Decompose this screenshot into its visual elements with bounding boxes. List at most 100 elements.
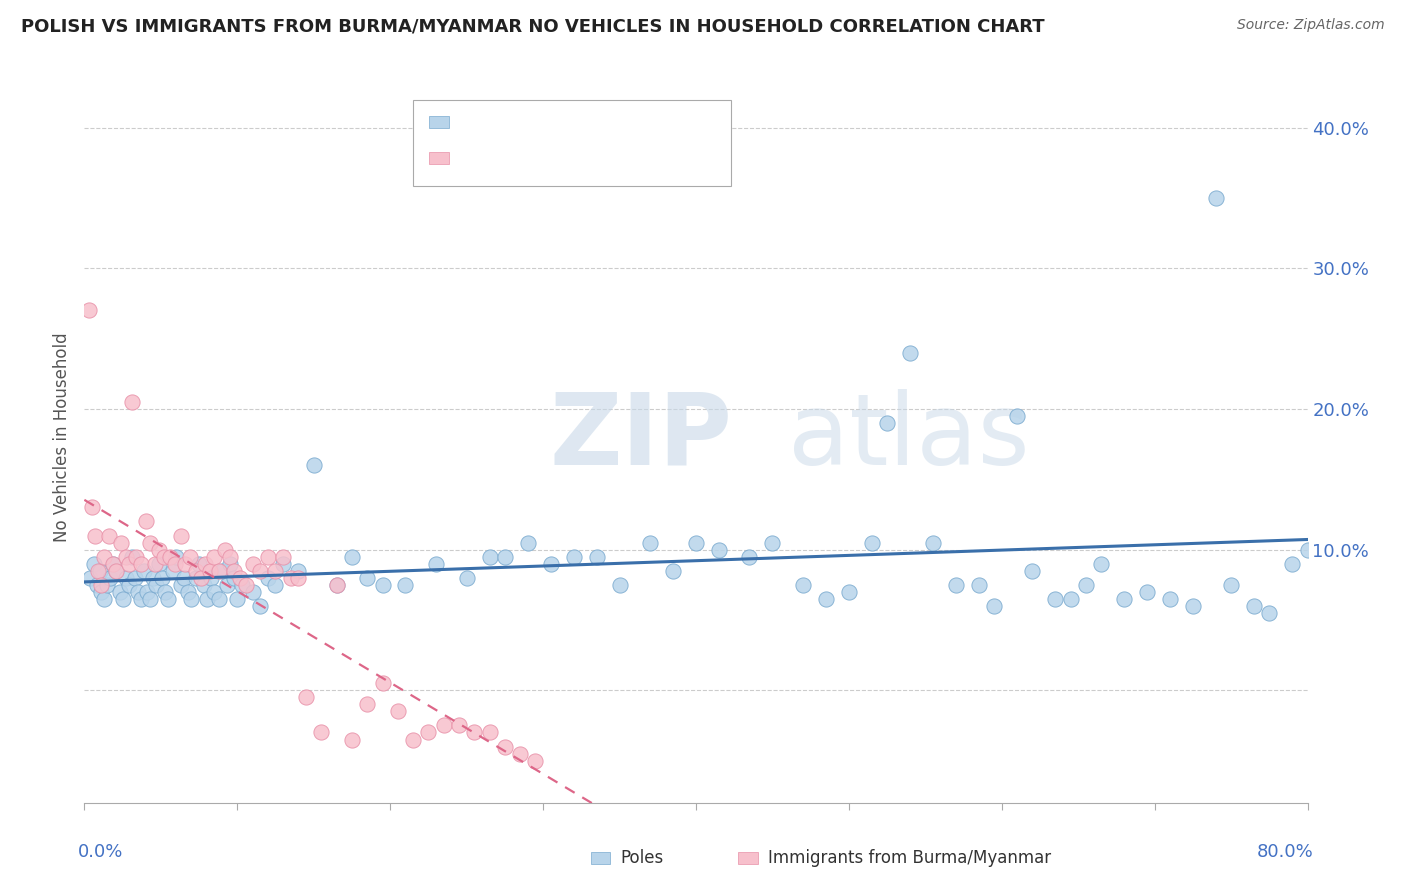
Point [195,591,218,606]
Text: POLISH VS IMMIGRANTS FROM BURMA/MYANMAR NO VEHICLES IN HOUSEHOLD CORRELATION CHA: POLISH VS IMMIGRANTS FROM BURMA/MYANMAR … [21,18,1045,36]
Point [494,549,516,564]
Point [84,528,107,542]
Point [478,549,501,564]
Point [231,578,253,592]
Point [425,557,447,571]
Point [562,549,585,564]
Point [792,578,814,592]
Point [90,584,112,599]
Point [1059,591,1081,606]
Point [738,549,761,564]
Point [135,515,157,529]
Text: 80.0%: 80.0% [1257,843,1313,861]
Point [96,578,118,592]
Point [129,591,152,606]
Point [340,549,363,564]
Point [524,754,547,768]
Point [184,571,207,585]
Point [433,718,456,732]
Point [609,578,631,592]
Point [860,535,883,549]
Point [271,549,294,564]
Point [179,549,201,564]
Point [235,578,257,592]
Point [922,535,945,549]
Point [242,584,264,599]
Point [211,564,233,578]
Point [1021,564,1043,578]
Point [1114,591,1136,606]
Point [193,578,215,592]
Point [153,549,176,564]
Point [208,591,231,606]
Point [145,578,167,592]
Point [162,564,184,578]
Point [215,578,238,592]
Point [132,564,155,578]
Point [202,584,225,599]
Point [340,732,363,747]
Point [97,528,120,542]
Text: R = -0.208   N = 59: R = -0.208 N = 59 [456,149,619,167]
Point [761,535,783,549]
Point [1005,409,1028,423]
Point [478,725,501,739]
Point [139,535,162,549]
Point [394,578,416,592]
Text: atlas: atlas [787,389,1029,485]
Point [157,591,180,606]
Point [98,571,121,585]
Point [87,564,110,578]
Point [86,578,108,592]
Point [249,599,271,613]
Point [80,500,103,515]
Point [110,535,132,549]
Point [983,599,1005,613]
Point [967,578,990,592]
Point [402,732,425,747]
Point [494,739,516,754]
Point [287,564,309,578]
Point [170,578,193,592]
Text: Immigrants from Burma/Myanmar: Immigrants from Burma/Myanmar [768,849,1050,867]
Point [224,564,246,578]
Point [264,564,287,578]
Point [103,557,125,571]
Point [177,584,200,599]
Point [287,571,309,585]
Point [229,571,252,585]
Point [127,584,149,599]
Point [121,395,143,409]
Point [125,549,148,564]
Point [93,549,115,564]
Point [814,591,837,606]
Point [155,584,177,599]
Point [208,564,231,578]
Point [257,549,280,564]
Text: ZIP: ZIP [550,389,733,485]
Point [945,578,967,592]
Point [226,591,249,606]
Point [447,718,470,732]
Point [311,725,333,739]
Point [325,578,347,592]
Point [456,571,478,585]
Point [90,578,112,592]
Point [463,725,485,739]
Point [143,557,166,571]
Point [1205,191,1227,205]
Point [214,542,236,557]
Point [198,564,221,578]
Point [142,571,165,585]
Text: Poles: Poles [620,849,664,867]
Point [173,571,195,585]
Point [83,557,105,571]
Point [1181,599,1204,613]
Point [509,747,531,761]
Point [202,549,225,564]
Point [264,578,287,592]
Point [876,416,898,430]
Point [638,535,661,549]
Point [325,578,347,592]
Point [1136,584,1159,599]
